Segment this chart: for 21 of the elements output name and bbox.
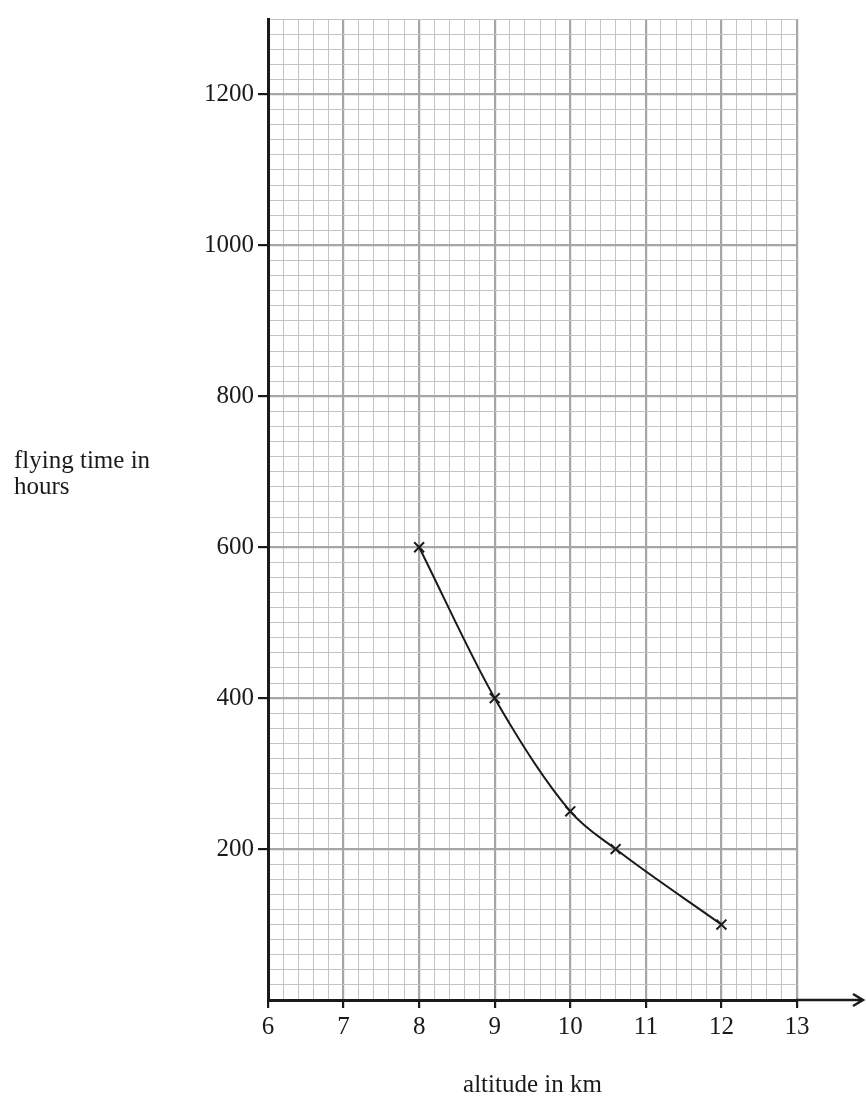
x-axis-title: altitude in km: [463, 1069, 603, 1097]
x-tick-label: 11: [633, 1011, 658, 1039]
x-tick-label: 10: [557, 1011, 583, 1039]
y-tick-label: 1000: [204, 229, 254, 257]
point: [413, 541, 426, 554]
y-tick-label: 600: [216, 531, 254, 559]
point: [564, 805, 577, 818]
x-tick-label: 13: [784, 1011, 810, 1039]
y-axis-title: flying time in hours: [14, 446, 151, 499]
x-tick-label: 8: [412, 1011, 426, 1039]
x-tick-label: 9: [488, 1011, 501, 1039]
point: [715, 918, 728, 931]
y-tick-label: 200: [216, 833, 254, 861]
y-tick-label: 1200: [204, 79, 254, 107]
y-tick-label: 800: [216, 380, 254, 408]
x-tick-label: 7: [337, 1011, 350, 1039]
y-tick-label: 400: [216, 682, 254, 710]
point: [488, 692, 501, 705]
point: [609, 843, 622, 856]
x-tick-label: 12: [708, 1011, 734, 1039]
x-tick-label: 6: [261, 1011, 275, 1039]
